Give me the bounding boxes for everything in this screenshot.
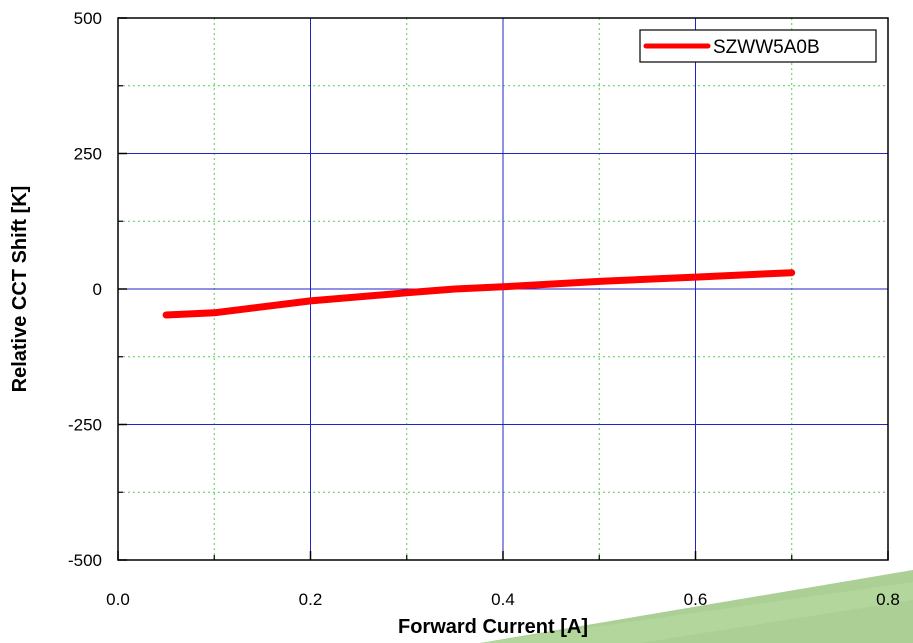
legend-entry-label: SZWW5A0B xyxy=(713,37,820,58)
legend: SZWW5A0B xyxy=(639,29,877,63)
y-tick-label: -250 xyxy=(68,416,102,435)
x-tick-label: 0.0 xyxy=(106,590,130,609)
y-axis-title: Relative CCT Shift [K] xyxy=(9,186,31,393)
decorative-swoosh xyxy=(480,570,913,643)
series-layer xyxy=(162,269,796,319)
series-line-szww5a0b xyxy=(162,269,796,319)
y-axis-tick-labels: 500 250 0 -250 -500 xyxy=(68,9,102,570)
x-tick-label: 0.6 xyxy=(684,590,708,609)
y-tick-label: 250 xyxy=(74,145,102,164)
x-tick-label: 0.8 xyxy=(876,590,900,609)
x-axis-title: Forward Current [A] xyxy=(398,616,588,638)
axis-ticks xyxy=(117,17,889,561)
decorative-swoosh-highlight xyxy=(480,582,913,643)
x-tick-label: 0.2 xyxy=(299,590,323,609)
y-tick-label: -500 xyxy=(68,551,102,570)
x-tick-label: 0.4 xyxy=(491,590,515,609)
y-tick-label: 500 xyxy=(74,9,102,28)
x-axis-tick-labels: 0.0 0.2 0.4 0.6 0.8 xyxy=(106,590,900,609)
y-tick-label: 0 xyxy=(93,280,102,299)
